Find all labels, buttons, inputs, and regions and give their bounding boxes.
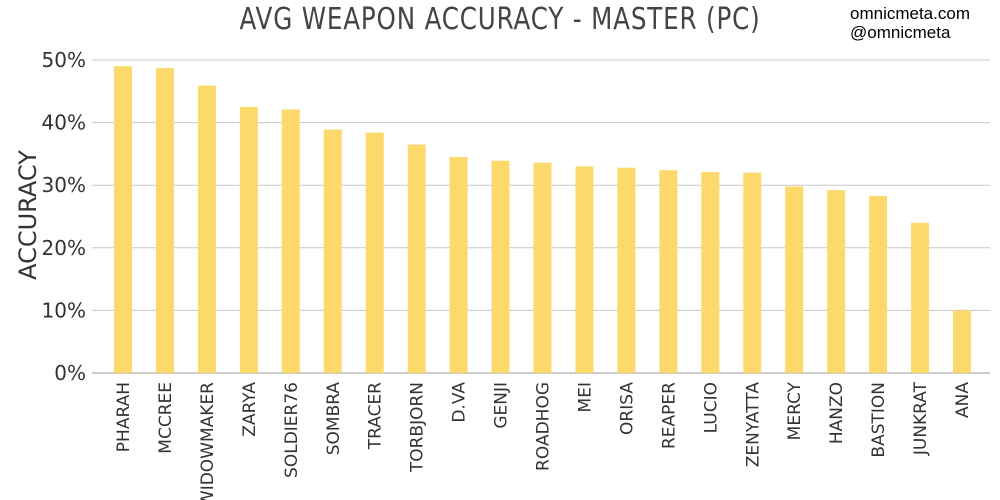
x-tick-label: MEI [575,382,595,412]
x-tick-label: PHARAH [114,382,134,452]
watermark-site: omnicmeta.com [850,4,970,23]
y-tick-label: 30% [42,173,86,197]
x-tick-label: MERCY [785,381,805,440]
bar-ana [953,310,971,373]
y-tick-label: 40% [42,111,86,135]
bar-zarya [239,106,258,373]
x-tick-label: LUCIO [701,382,721,433]
x-tick-label: REAPER [659,382,679,449]
x-tick-label: ANA [953,382,973,418]
x-tick-label: TRACER [366,382,386,450]
bar-tracer [365,132,384,373]
bar-bastion [869,195,888,373]
x-tick-label: ZENYATTA [743,382,763,468]
y-tick-label: 20% [42,236,86,260]
label-layer: 0% 10% 20% 30% 40% 50% PHARAH MCCREE WIDOWMAKER Z… [42,48,973,500]
bar-junkrat [911,222,930,373]
bar-sombra [323,129,342,373]
x-tick-label: MCCREE [156,382,176,454]
x-tick-label: SOMBRA [324,382,344,456]
x-tick-label: ORISA [617,382,637,435]
x-tick-label: JUNKRAT [911,381,931,456]
y-axis-label: ACCURACY [14,150,42,280]
bar-pharah [114,66,132,373]
bar-genji [491,160,510,373]
x-tick-label: D.VA [450,382,470,423]
bar-hanzo [827,190,846,373]
bar-roadhog [533,162,552,373]
bar-reaper [659,170,678,373]
bar-mercy [785,186,804,373]
bar-d-va [449,157,468,373]
bar-widowmaker [197,85,216,373]
x-tick-label: BASTION [869,382,889,458]
watermark-handle: @omnicmeta [850,23,951,42]
bar-orisa [617,167,636,373]
x-tick-label: TORBJORN [408,382,428,473]
chart-title: AVG WEAPON ACCURACY - MASTER (PC) [239,2,761,37]
x-tick-label: ZARYA [240,382,260,437]
bar-mccree [155,68,174,373]
bar-torbjorn [407,144,426,373]
y-tick-label: 10% [42,298,86,322]
watermark: omnicmeta.com @omnicmeta [850,4,970,42]
x-tick-label: HANZO [827,382,847,444]
bar-layer [114,66,971,373]
bar-soldier76 [281,109,300,373]
bar-zenyatta [743,172,762,373]
x-tick-label: WIDOWMAKER [198,382,218,500]
x-tick-label: ROADHOG [534,382,554,471]
y-tick-label: 0% [54,361,86,385]
y-tick-label: 50% [42,48,86,72]
bar-lucio [701,172,720,373]
bar-mei [575,166,594,373]
x-tick-label: SOLDIER76 [282,382,302,478]
x-tick-label: GENJI [492,382,512,429]
